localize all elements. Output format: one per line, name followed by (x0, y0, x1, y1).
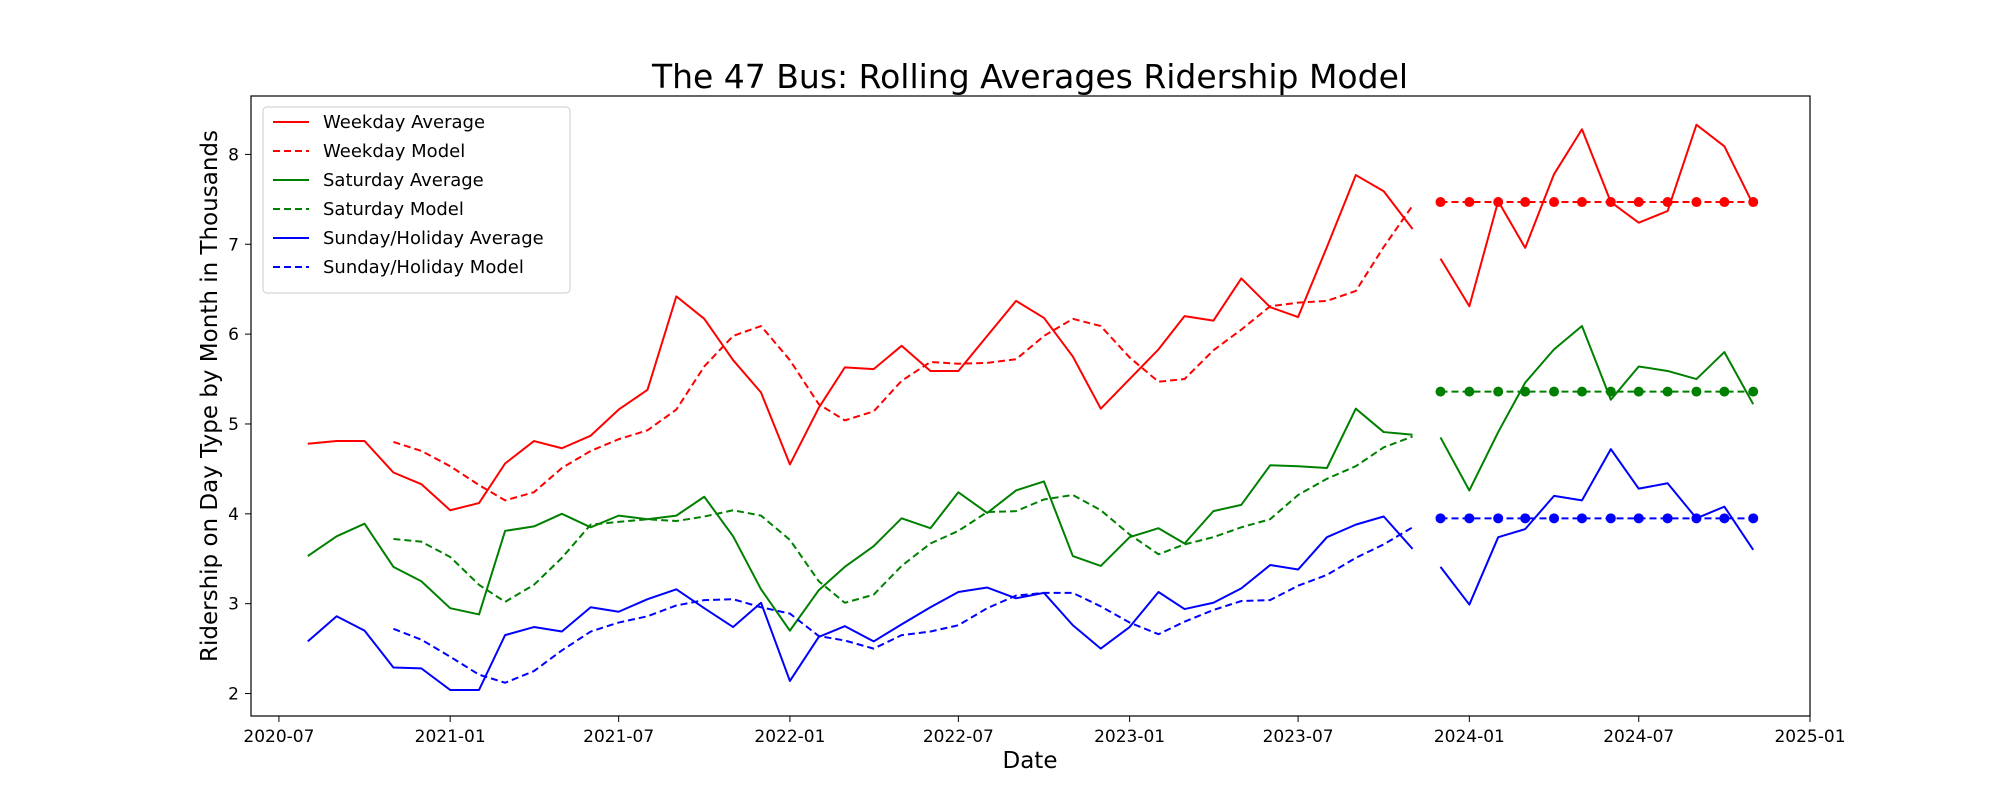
series-sunday-holiday-model (393, 513, 1759, 684)
data-point (1662, 513, 1673, 524)
x-tick-label: 2021-07 (583, 727, 654, 747)
data-point (1549, 513, 1560, 524)
y-tick-label: 4 (228, 505, 239, 525)
y-tick-label: 2 (228, 685, 239, 705)
data-point (1464, 513, 1475, 524)
legend-label: Weekday Average (323, 112, 485, 133)
data-point (1549, 197, 1560, 208)
series-weekday-average (307, 123, 1755, 512)
data-point (1464, 386, 1475, 397)
data-point (1435, 197, 1446, 208)
data-point (1435, 386, 1446, 397)
data-point (1748, 197, 1759, 208)
data-point (1520, 513, 1531, 524)
data-point (1719, 386, 1730, 397)
data-point (1549, 386, 1560, 397)
y-tick-label: 8 (228, 145, 239, 165)
series-weekday-model (393, 197, 1759, 502)
series-saturday-model (393, 386, 1759, 604)
data-point (1576, 197, 1587, 208)
x-tick-label: 2023-07 (1263, 727, 1334, 747)
data-point (1605, 513, 1616, 524)
data-point (1662, 386, 1673, 397)
x-tick-label: 2021-01 (415, 727, 486, 747)
data-point (1493, 386, 1504, 397)
series-line (393, 205, 1414, 502)
plot-frame (250, 95, 1811, 717)
legend-label: Saturday Average (323, 170, 484, 191)
data-point (1691, 197, 1702, 208)
legend-label: Weekday Model (323, 141, 465, 162)
x-tick-label: 2022-07 (923, 727, 994, 747)
data-point (1520, 386, 1531, 397)
data-point (1605, 197, 1616, 208)
y-axis: 2 3 4 5 6 7 8 (228, 145, 251, 705)
data-point (1691, 386, 1702, 397)
data-point (1633, 386, 1644, 397)
series-sunday-holiday-average (307, 448, 1755, 691)
data-point (1576, 386, 1587, 397)
data-point (1493, 513, 1504, 524)
data-point (1435, 513, 1446, 524)
y-axis-label: Ridership on Day Type by Month in Thousa… (197, 130, 223, 662)
legend-label: Saturday Model (323, 199, 464, 220)
data-point (1719, 197, 1730, 208)
legend: Weekday Average Weekday Model Saturday Ave… (262, 106, 571, 294)
data-point (1464, 197, 1475, 208)
data-point (1662, 197, 1673, 208)
series-line (393, 435, 1413, 604)
y-tick-label: 5 (228, 415, 239, 435)
data-point (1493, 197, 1504, 208)
x-axis-label: Date (1003, 748, 1058, 774)
series-line (307, 407, 1413, 632)
data-point (1520, 197, 1531, 208)
series-saturday-average (307, 325, 1755, 632)
series-line (1439, 448, 1755, 606)
x-tick-label: 2022-01 (754, 727, 825, 747)
x-tick-label: 2025-01 (1774, 727, 1845, 747)
x-tick-label: 2023-01 (1094, 727, 1165, 747)
plot-area (307, 123, 1759, 691)
series-line (1439, 325, 1755, 492)
legend-box (262, 106, 571, 294)
y-tick-label: 6 (228, 325, 239, 345)
data-point (1748, 513, 1759, 524)
data-point (1576, 513, 1587, 524)
x-tick-label: 2024-01 (1434, 727, 1505, 747)
data-point (1633, 197, 1644, 208)
y-tick-label: 3 (228, 595, 239, 615)
series-line (307, 174, 1414, 512)
series-line (1439, 123, 1755, 308)
data-point (1691, 513, 1702, 524)
y-tick-label: 7 (228, 235, 239, 255)
x-tick-label: 2024-07 (1603, 727, 1674, 747)
legend-label: Sunday/Holiday Average (323, 228, 544, 249)
x-tick-label: 2020-07 (243, 727, 314, 747)
data-point (1719, 513, 1730, 524)
chart-title: The 47 Bus: Rolling Averages Ridership M… (651, 57, 1408, 96)
series-line (307, 515, 1414, 691)
x-axis: 2020-07 2021-01 2021-07 2022-01 2022-07 2023-… (243, 716, 1846, 747)
data-point (1748, 386, 1759, 397)
series-line (393, 526, 1414, 684)
data-point (1633, 513, 1644, 524)
data-point (1605, 386, 1616, 397)
legend-label: Sunday/Holiday Model (323, 257, 524, 278)
